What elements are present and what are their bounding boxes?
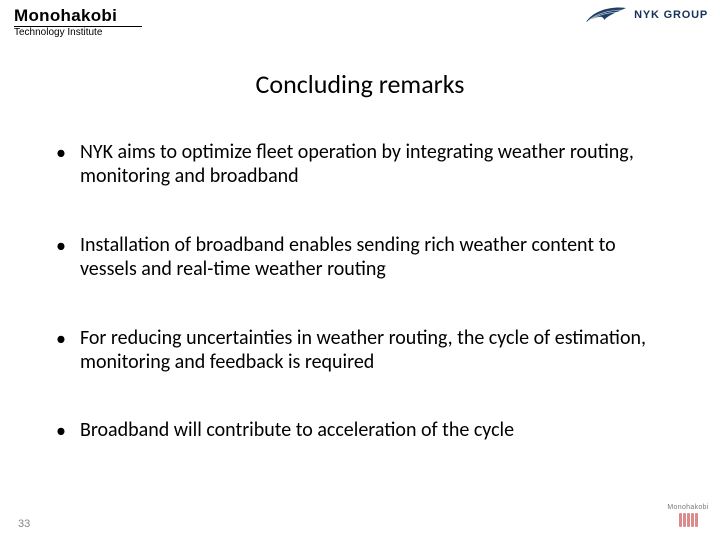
list-item: • Broadband will contribute to accelerat…	[56, 418, 664, 443]
footer-logo-text: Monohakobi	[666, 504, 710, 511]
bullet-list: • NYK aims to optimize fleet operation b…	[56, 140, 664, 444]
list-item: • For reducing uncertainties in weather …	[56, 326, 664, 375]
page-number: 33	[18, 518, 30, 530]
org-name: Monohakobi	[14, 6, 117, 26]
list-item: • NYK aims to optimize fleet operation b…	[56, 140, 664, 189]
slide: Monohakobi Technology Institute NYK GROU…	[0, 0, 720, 540]
brand-logo: NYK GROUP	[584, 4, 708, 26]
org-block: Monohakobi Technology Institute	[14, 6, 117, 38]
bullet-icon: •	[56, 327, 66, 351]
slide-title: Concluding remarks	[0, 68, 720, 100]
bullet-text: Installation of broadband enables sendin…	[80, 233, 664, 282]
bullet-text: Broadband will contribute to acceleratio…	[80, 418, 514, 442]
org-underline	[14, 26, 142, 27]
bullet-icon: •	[56, 141, 66, 165]
bullet-text: For reducing uncertainties in weather ro…	[80, 326, 664, 375]
bullet-icon: •	[56, 419, 66, 443]
footer-logo-bars-icon	[666, 513, 710, 527]
list-item: • Installation of broadband enables send…	[56, 233, 664, 282]
footer-logo: Monohakobi	[666, 504, 710, 534]
bullet-icon: •	[56, 234, 66, 258]
bullet-text: NYK aims to optimize fleet operation by …	[80, 140, 664, 189]
header: Monohakobi Technology Institute NYK GROU…	[0, 0, 720, 52]
brand-logo-text: NYK GROUP	[634, 9, 708, 21]
org-subtitle: Technology Institute	[14, 27, 117, 38]
bird-wing-icon	[584, 4, 628, 26]
